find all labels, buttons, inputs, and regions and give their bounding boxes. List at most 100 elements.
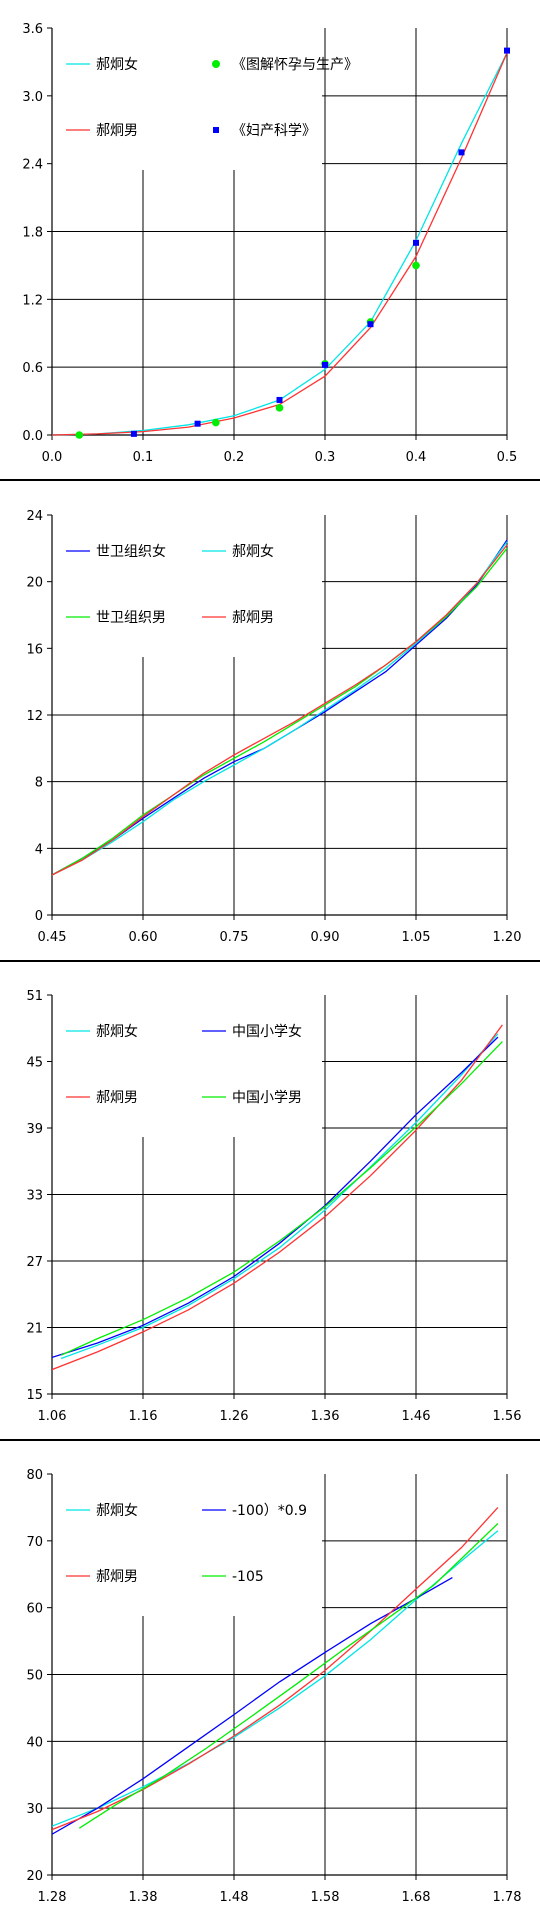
y-tick-label: 0 — [35, 909, 43, 924]
y-tick-label: 1.2 — [22, 293, 43, 308]
chart-3-svg: 1.06 1.16 1.26 1.36 1.46 1.56 15 21 27 33 39 45 51 郝炯… — [26, 989, 522, 1424]
chart-panel-2: 0.45 0.60 0.75 0.90 1.05 1.20 0 4 8 12 16 20 24 世卫组织女… — [0, 481, 540, 960]
y-tick-label: 15 — [26, 1388, 43, 1403]
series-4-point — [130, 430, 137, 437]
series-3-point — [75, 431, 84, 439]
series-3-line — [52, 1024, 503, 1371]
x-tick-label: 0.3 — [315, 450, 336, 465]
panel-divider — [0, 1439, 540, 1441]
x-tick-label: 0.0 — [42, 450, 63, 465]
x-tick-label: 1.20 — [493, 930, 522, 945]
y-tick-label: 30 — [26, 1802, 43, 1817]
series-4-line — [52, 544, 508, 876]
legend-label: 郝炯男 — [96, 1569, 138, 1585]
y-tick-label: 50 — [26, 1669, 43, 1684]
x-tick-label: 0.1 — [133, 450, 154, 465]
y-tick-label: 39 — [26, 1122, 43, 1137]
x-tick-label: 1.58 — [311, 1890, 340, 1905]
x-tick-label: 1.05 — [402, 930, 431, 945]
series-3-point — [212, 418, 220, 427]
series-4-point — [504, 47, 510, 54]
legend-label: 中国小学男 — [232, 1090, 302, 1106]
legend-label: 郝炯男 — [232, 610, 274, 626]
x-tick-label: 1.48 — [220, 1890, 249, 1905]
x-tick-label: 1.56 — [493, 1409, 522, 1424]
y-tick-label: 60 — [26, 1602, 43, 1617]
series-3-point — [412, 261, 420, 270]
y-tick-label: 80 — [26, 1468, 43, 1483]
legend-label: 世卫组织女 — [96, 543, 166, 560]
y-tick-label: 8 — [35, 776, 43, 791]
legend-label: 郝炯男 — [96, 1090, 138, 1106]
y-tick-label: 70 — [26, 1535, 43, 1550]
x-tick-label: 1.46 — [402, 1409, 431, 1424]
legend-swatch — [212, 60, 220, 68]
series-4-point — [367, 321, 374, 328]
x-tick-label: 1.28 — [38, 1890, 67, 1905]
y-tick-label: 27 — [26, 1255, 43, 1270]
x-tick-label: 0.4 — [406, 450, 427, 465]
series-4-point — [194, 420, 201, 427]
series-4-line — [78, 1523, 499, 1829]
y-tick-label: 4 — [35, 842, 43, 857]
x-tick-label: 0.5 — [497, 450, 518, 465]
x-tick-label: 1.26 — [220, 1409, 249, 1424]
legend-label: 郝炯女 — [96, 1023, 138, 1040]
y-tick-label: 51 — [26, 989, 43, 1004]
y-tick-label: 20 — [26, 1869, 43, 1884]
y-tick-label: 1.8 — [22, 226, 43, 241]
y-tick-label: 0.0 — [22, 429, 43, 444]
legend-swatch — [213, 127, 219, 133]
x-tick-label: 1.38 — [129, 1890, 158, 1905]
chart-panel-4: 1.28 1.38 1.48 1.58 1.68 1.78 20 30 40 50 60 70 80 郝炯… — [0, 1441, 540, 1920]
legend-label: 郝炯女 — [232, 543, 274, 560]
chart-1-svg: 0.0 0.1 0.2 0.3 0.4 0.5 0.0 0.6 1.2 1.8 2.4 3.0 3.6 郝… — [22, 22, 518, 465]
x-tick-label: 1.16 — [129, 1409, 158, 1424]
chart-panel-1: 0.0 0.1 0.2 0.3 0.4 0.5 0.0 0.6 1.2 1.8 2.4 3.0 3.6 郝… — [0, 0, 540, 480]
legend-label: -105 — [232, 1569, 264, 1585]
y-tick-label: 3.6 — [22, 22, 43, 37]
legend-label: 世卫组织男 — [96, 610, 166, 626]
y-tick-label: 3.0 — [22, 90, 43, 105]
legend-label: 郝炯女 — [96, 56, 138, 73]
panel-divider — [0, 479, 540, 481]
y-tick-label: 0.6 — [22, 361, 43, 376]
x-tick-label: 1.78 — [493, 1890, 522, 1905]
series-4-point — [458, 149, 465, 156]
legend-label: 郝炯女 — [96, 1502, 138, 1519]
series-4-point — [322, 361, 328, 368]
series-3-line — [52, 1506, 499, 1831]
x-tick-label: 0.45 — [38, 930, 67, 945]
x-tick-label: 0.2 — [224, 450, 245, 465]
series-2-line — [52, 1577, 453, 1835]
y-tick-label: 12 — [26, 709, 43, 724]
x-tick-label: 1.06 — [38, 1409, 67, 1424]
y-tick-label: 33 — [26, 1189, 43, 1204]
panel-divider — [0, 960, 540, 962]
legend-label: 中国小学女 — [232, 1023, 302, 1040]
chart-4-svg: 1.28 1.38 1.48 1.58 1.68 1.78 20 30 40 50 60 70 80 郝炯… — [26, 1468, 522, 1905]
y-tick-label: 16 — [26, 642, 43, 657]
x-tick-label: 0.60 — [129, 930, 158, 945]
y-tick-label: 45 — [26, 1056, 43, 1071]
x-tick-label: 1.36 — [311, 1409, 340, 1424]
series-4-point — [413, 239, 419, 246]
y-tick-label: 2.4 — [22, 158, 43, 173]
series-3-point — [275, 404, 284, 412]
legend-label: -100）*0.9 — [232, 1503, 307, 1519]
y-tick-label: 24 — [26, 509, 43, 524]
y-tick-label: 21 — [26, 1322, 43, 1337]
y-tick-label: 20 — [26, 576, 43, 591]
series-4-point — [276, 396, 283, 403]
x-tick-label: 0.90 — [311, 930, 340, 945]
x-tick-label: 1.68 — [402, 1890, 431, 1905]
x-tick-label: 0.75 — [220, 930, 249, 945]
chart-2-svg: 0.45 0.60 0.75 0.90 1.05 1.20 0 4 8 12 16 20 24 世卫组织女… — [26, 509, 522, 945]
legend-label: 郝炯男 — [96, 123, 138, 139]
chart-panel-3: 1.06 1.16 1.26 1.36 1.46 1.56 15 21 27 33 39 45 51 郝炯… — [0, 962, 540, 1439]
series-1-line — [60, 1033, 499, 1360]
legend-label: 《图解怀孕与生产》 — [232, 57, 358, 73]
legend-label: 《妇产科学》 — [232, 122, 316, 139]
y-tick-label: 40 — [26, 1735, 43, 1750]
